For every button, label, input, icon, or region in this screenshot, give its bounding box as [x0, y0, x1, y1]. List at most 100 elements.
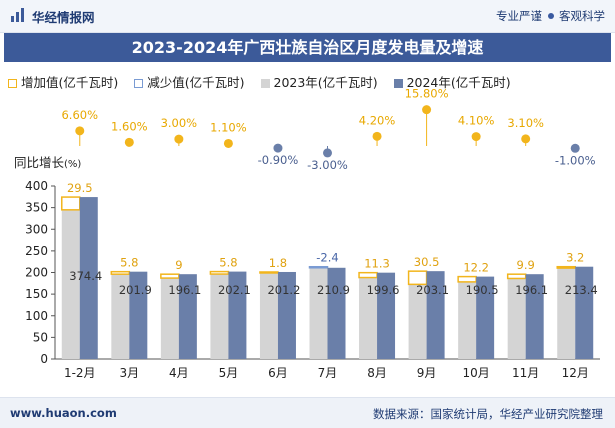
value-label-2024: 196.1 — [515, 283, 548, 297]
y-axis-label-text: 同比增长 — [14, 155, 65, 170]
growth-point-7 — [372, 131, 382, 141]
growth-point-4 — [223, 138, 233, 148]
growth-label: -3.00% — [307, 158, 348, 172]
legend-2023-swatch — [260, 79, 270, 88]
y-tick-label: 250 — [25, 244, 48, 258]
chart-canvas: 0 50 100 150 200 250 300 350 400 29.5 374.4 1-2月 6.6… — [25, 87, 600, 380]
growth-label: 3.10% — [507, 116, 544, 130]
growth-label: 15.80% — [405, 87, 449, 101]
bar-2023-4 — [210, 274, 229, 359]
x-tick-label: 3月 — [119, 366, 139, 380]
logo-icon — [11, 8, 24, 22]
growth-label: -1.00% — [555, 153, 596, 167]
growth-point-6 — [323, 148, 332, 158]
x-tick-label: 5月 — [219, 366, 239, 380]
growth-point-1 — [75, 126, 85, 136]
brand-name: 华经情报网 — [32, 10, 95, 25]
x-tick-label: 8月 — [367, 366, 387, 380]
bar-2023-6 — [309, 266, 328, 359]
bar-increase-10 — [506, 273, 527, 280]
x-tick-label: 4月 — [169, 366, 189, 380]
bar-2024-11 — [575, 266, 594, 359]
website-link[interactable]: www.huaon.com — [10, 406, 117, 420]
change-label: 12.2 — [463, 261, 489, 275]
change-label: 5.8 — [120, 256, 138, 270]
y-tick-label: 200 — [25, 266, 48, 280]
header-tags: 专业严谨 客观科学 — [496, 8, 605, 24]
bar-2024-1 — [79, 197, 98, 359]
chart-legend: 增加值(亿千瓦时) 减少值(亿千瓦时) 2023年(亿千瓦时) 2024年(亿千… — [8, 72, 523, 91]
growth-label: 6.60% — [61, 108, 98, 122]
top-bar: 华经情报网 专业严谨 客观科学 — [0, 0, 615, 33]
bar-increase-11 — [556, 265, 576, 269]
y-axis-label-unit: (%) — [64, 159, 82, 170]
growth-point-10 — [521, 134, 531, 144]
bar-decrease-6 — [308, 265, 329, 269]
value-label-2024: 210.9 — [317, 283, 350, 297]
bar-2023-7 — [359, 277, 378, 359]
bar-2023-1 — [61, 209, 80, 359]
value-label-2024: 190.5 — [466, 283, 499, 297]
legend-decrease-label: 减少值(亿千瓦时) — [147, 75, 245, 90]
bar-2024-9 — [476, 276, 495, 359]
bar-increase-7 — [358, 271, 378, 279]
bar-increase-2 — [110, 270, 131, 275]
value-label-2024: 196.1 — [168, 283, 201, 297]
legend-increase-label: 增加值(亿千瓦时) — [21, 75, 119, 90]
x-tick-label: 1-2月 — [64, 366, 96, 380]
x-tick-label: 12月 — [562, 366, 589, 380]
bar-2023-2 — [111, 274, 130, 359]
tag-objective: 客观科学 — [559, 9, 605, 23]
legend-increase: 增加值(亿千瓦时) — [8, 72, 118, 91]
legend-increase-swatch — [8, 79, 17, 88]
growth-label: 1.10% — [210, 120, 247, 134]
x-tick-label: 9月 — [417, 366, 437, 380]
legend-2024-swatch — [393, 79, 403, 88]
growth-point-2 — [124, 137, 134, 147]
change-label: 30.5 — [414, 255, 440, 269]
bar-2024-2 — [129, 271, 148, 359]
value-label-2024: 202.1 — [218, 283, 251, 297]
bar-2024-5 — [277, 271, 296, 359]
y-tick-label: 50 — [33, 330, 48, 344]
y-tick-label: 0 — [40, 352, 48, 366]
bar-2023-11 — [557, 268, 576, 359]
change-label: 9.9 — [517, 258, 535, 272]
value-label-2024: 199.6 — [367, 283, 400, 297]
footer-bar: www.huaon.com 数据来源：国家统计局，华经产业研究院整理 — [0, 397, 615, 428]
legend-decrease: 减少值(亿千瓦时) — [134, 72, 245, 91]
growth-label: 4.20% — [359, 113, 396, 127]
legend-2024: 2024年(亿千瓦时) — [393, 72, 511, 91]
bar-increase-9 — [457, 275, 477, 283]
legend-2023-label: 2023年(亿千瓦时) — [273, 75, 378, 90]
growth-point-9 — [471, 132, 481, 142]
bar-2023-8 — [408, 284, 427, 359]
bar-increase-4 — [209, 270, 230, 275]
growth-label: 1.60% — [111, 119, 148, 133]
y-tick-label: 150 — [25, 287, 48, 301]
bar-increase-1 — [61, 196, 81, 211]
growth-point-11 — [570, 143, 580, 153]
x-tick-label: 10月 — [462, 366, 489, 380]
growth-point-3 — [174, 134, 184, 144]
value-label-2024: 213.4 — [565, 283, 598, 297]
legend-2024-label: 2024年(亿千瓦时) — [406, 75, 511, 90]
dot-icon — [548, 13, 554, 19]
y-tick-label: 100 — [25, 309, 48, 323]
bar-increase-3 — [160, 273, 180, 279]
change-label: 5.8 — [219, 256, 237, 270]
value-label-2024: 201.2 — [267, 283, 300, 297]
growth-label: 3.00% — [161, 116, 198, 130]
legend-2023: 2023年(亿千瓦时) — [260, 72, 378, 91]
change-label: 9 — [175, 258, 182, 272]
y-tick-label: 400 — [25, 179, 48, 193]
y-axis-label: 同比增长(%) — [14, 152, 81, 171]
growth-point-8 — [422, 105, 432, 115]
bar-2023-5 — [259, 272, 278, 359]
bar-2023-9 — [458, 281, 477, 359]
tag-professional: 专业严谨 — [496, 9, 542, 23]
x-tick-label: 11月 — [512, 366, 539, 380]
bar-2024-8 — [426, 271, 445, 359]
bar-2023-10 — [507, 278, 526, 359]
growth-label: 4.10% — [458, 114, 495, 128]
